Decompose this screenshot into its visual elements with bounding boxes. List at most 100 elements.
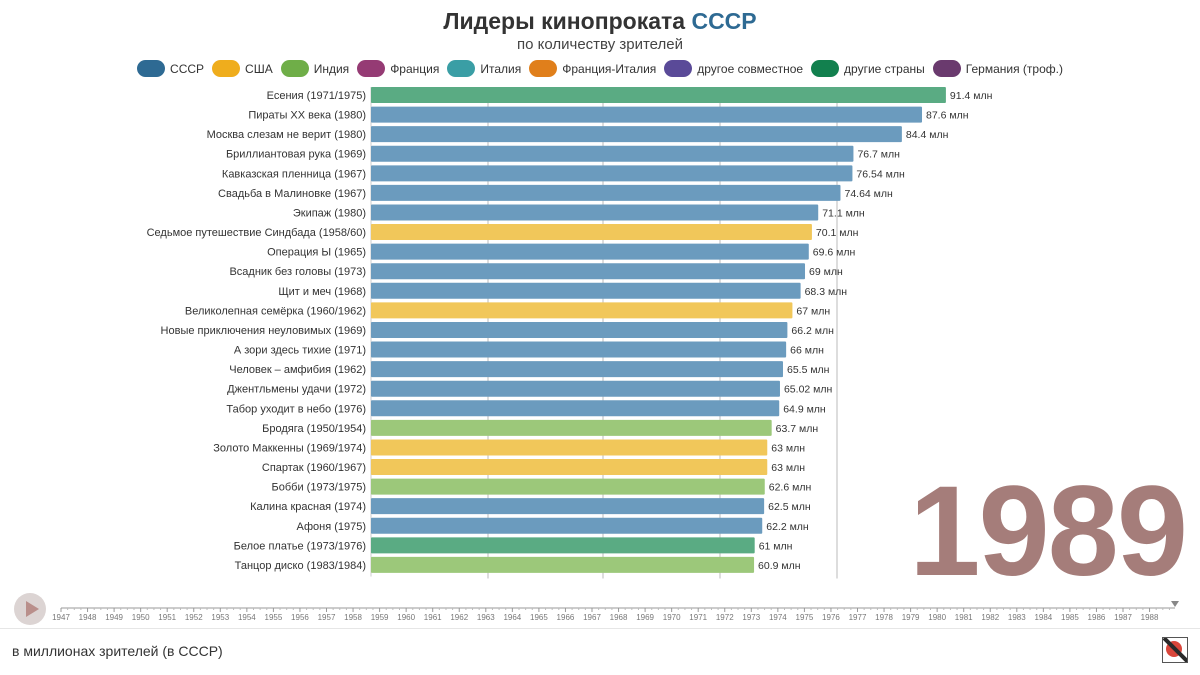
timeline-year-label: 1958	[344, 613, 362, 622]
category-label: Человек – амфибия (1962)	[229, 364, 366, 376]
bar	[371, 341, 787, 358]
chart-subtitle: по количеству зрителей	[517, 36, 683, 53]
timeline-year-label: 1967	[583, 613, 601, 622]
data-label: 74.64 млн	[844, 188, 893, 200]
category-label: Спартак (1960/1967)	[262, 462, 366, 474]
timeline-year-label: 1969	[636, 613, 654, 622]
legend-swatch	[212, 60, 241, 77]
timeline-year-label: 1976	[822, 613, 840, 622]
timeline-year-label: 1973	[742, 613, 760, 622]
legend-swatch	[529, 60, 558, 77]
category-label: Калина красная (1974)	[250, 501, 366, 513]
data-label: 65.5 млн	[787, 364, 830, 376]
timeline-year-label: 1963	[477, 613, 495, 622]
timeline-year-label: 1979	[902, 613, 920, 622]
timeline-year-label: 1951	[158, 613, 176, 622]
data-label: 87.6 млн	[926, 110, 969, 122]
category-label: Кавказская пленница (1967)	[222, 168, 366, 180]
timeline-year-label: 1972	[716, 613, 734, 622]
bar	[371, 302, 793, 319]
category-label: А зори здесь тихие (1971)	[234, 345, 366, 357]
timeline-year-label: 1953	[211, 613, 229, 622]
data-label: 62.5 млн	[768, 501, 811, 513]
timeline-year-label: 1960	[397, 613, 415, 622]
legend-label: Индия	[313, 61, 350, 76]
legend-item[interactable]: Италия	[447, 60, 521, 77]
bar	[371, 400, 780, 417]
category-label: Бриллиантовая рука (1969)	[226, 149, 366, 161]
brand-logo-icon	[1162, 637, 1188, 663]
legend-item[interactable]: Германия (троф.)	[932, 60, 1063, 77]
legend-label: США	[245, 61, 273, 76]
legend-item[interactable]: Франция-Италия	[529, 60, 656, 77]
bar	[371, 361, 783, 378]
category-label: Новые приключения неуловимых (1969)	[161, 325, 366, 337]
bar	[371, 321, 788, 338]
timeline-year-label: 1956	[291, 613, 309, 622]
data-label: 68.3 млн	[805, 286, 848, 298]
bar	[371, 498, 765, 515]
category-label: Белое платье (1973/1976)	[234, 540, 366, 552]
bar	[371, 478, 765, 495]
current-year-label: 1989	[909, 460, 1188, 603]
category-label: Москва слезам не верит (1980)	[207, 129, 366, 141]
timeline-year-label: 1988	[1141, 613, 1159, 622]
category-label: Щит и меч (1968)	[278, 286, 366, 298]
timeline-year-label: 1984	[1034, 613, 1052, 622]
timeline-year-label: 1987	[1114, 613, 1132, 622]
footer-divider	[0, 628, 1200, 629]
timeline-year-label: 1975	[796, 613, 814, 622]
timeline-year-label: 1977	[849, 613, 867, 622]
data-label: 62.6 млн	[769, 482, 812, 494]
category-label: Великолепная семёрка (1960/1962)	[185, 305, 366, 317]
data-label: 66.2 млн	[791, 325, 834, 337]
bar	[371, 459, 768, 476]
play-icon	[26, 601, 39, 617]
legend: СССР США Индия Франция Италия Франция-Италия д…	[0, 60, 1200, 77]
bar	[371, 204, 819, 221]
bar	[371, 106, 923, 123]
play-button[interactable]	[14, 593, 46, 625]
timeline-year-label: 1949	[105, 613, 123, 622]
timeline-year-label: 1968	[610, 613, 628, 622]
data-label: 67 млн	[796, 305, 830, 317]
data-label: 65.02 млн	[784, 384, 833, 396]
category-label: Бродяга (1950/1954)	[262, 423, 366, 435]
category-label: Седьмое путешествие Синдбада (1958/60)	[147, 227, 366, 239]
legend-item[interactable]: СССР	[137, 60, 204, 77]
chart-header: Лидеры кинопроката СССР по количеству зр…	[0, 8, 1200, 53]
data-label: 71.1 млн	[822, 207, 865, 219]
data-label: 66 млн	[790, 345, 824, 357]
legend-label: Франция	[390, 61, 440, 76]
legend-item[interactable]: Франция	[357, 60, 439, 77]
bar	[371, 126, 902, 143]
timeline-year-label: 1982	[981, 613, 999, 622]
timeline-year-label: 1965	[530, 613, 548, 622]
timeline-year-label: 1955	[265, 613, 283, 622]
legend-label: другие страны	[844, 61, 925, 76]
category-label: Свадьба в Малиновке (1967)	[218, 188, 366, 200]
legend-item[interactable]: другие страны	[811, 60, 925, 77]
bar	[371, 184, 841, 201]
category-label: Экипаж (1980)	[293, 207, 366, 219]
timeline-year-label: 1971	[689, 613, 707, 622]
data-label: 63 млн	[771, 442, 805, 454]
legend-label: Франция-Италия	[562, 61, 657, 76]
bar	[371, 87, 946, 103]
legend-swatch	[137, 60, 166, 77]
category-label: Пираты XX века (1980)	[248, 110, 366, 122]
data-label: 61 млн	[759, 540, 793, 552]
bar	[371, 243, 809, 260]
legend-item[interactable]: другое совместное	[664, 60, 803, 77]
legend-swatch	[811, 60, 840, 77]
legend-item[interactable]: Индия	[280, 60, 350, 77]
timeline-year-label: 1966	[557, 613, 575, 622]
category-label: Бобби (1973/1975)	[272, 482, 366, 494]
legend-label: Германия (троф.)	[965, 61, 1063, 76]
chart-title: Лидеры кинопроката СССР	[0, 8, 1200, 35]
legend-swatch	[280, 60, 309, 77]
bar	[371, 419, 772, 436]
legend-item[interactable]: США	[212, 60, 273, 77]
category-label: Танцор диско (1983/1984)	[235, 560, 366, 572]
data-label: 60.9 млн	[758, 560, 801, 572]
